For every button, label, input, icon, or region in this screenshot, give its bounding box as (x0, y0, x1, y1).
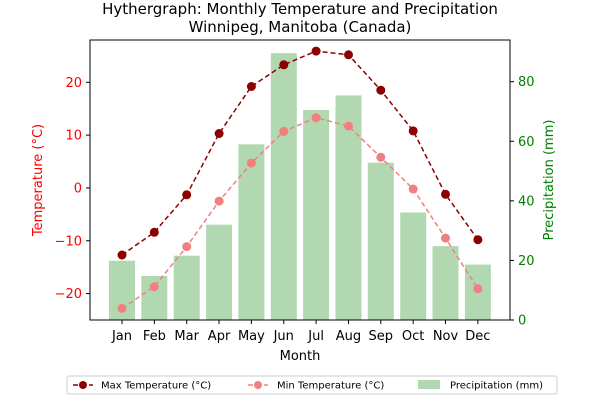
x-tick-label-oct: Oct (402, 329, 424, 344)
min-temp-point-jul (311, 113, 321, 123)
temperature-lines (117, 46, 483, 313)
max-temp-point-dec (473, 235, 483, 245)
x-tick-label-dec: Dec (465, 329, 490, 344)
right-tick-label: 0 (518, 314, 526, 329)
legend-min-temp-label: Min Temperature (°C) (277, 381, 384, 392)
min-temp-point-jun (279, 126, 289, 136)
x-tick-label-aug: Aug (336, 329, 361, 344)
x-tick-label-jan: Jan (111, 329, 132, 344)
min-temp-point-aug (344, 121, 353, 131)
x-tick-label-jul: Jul (307, 329, 324, 344)
max-temp-point-aug (344, 50, 353, 60)
max-temp-point-jun (279, 60, 289, 70)
right-tick-label: 80 (518, 75, 535, 90)
precipitation-bar-may (238, 144, 265, 320)
precipitation-bar-oct (400, 212, 427, 320)
x-tick-label-apr: Apr (208, 329, 231, 344)
precipitation-bar-sep (367, 162, 394, 320)
min-temp-point-may (246, 158, 256, 168)
right-tick-label: 20 (518, 254, 535, 269)
right-tick-label: 40 (518, 194, 535, 209)
max-temp-line (121, 50, 479, 256)
precipitation-bar-apr (206, 224, 233, 320)
chart-title: Hythergraph: Monthly Temperature and Pre… (102, 0, 498, 18)
x-axis-label: Month (280, 349, 321, 364)
max-temp-point-sep (376, 85, 386, 95)
x-tick-label-feb: Feb (143, 329, 166, 344)
x-tick-label-may: May (238, 329, 265, 344)
precipitation-bar-nov (432, 246, 459, 320)
x-tick-label-nov: Nov (433, 329, 459, 344)
left-tick-label: 20 (65, 76, 82, 91)
min-temp-point-feb (149, 282, 159, 292)
left-temperature-axis: −20 −10 0 10 20 (55, 76, 90, 302)
min-temp-point-oct (408, 184, 418, 194)
min-temp-point-apr (214, 196, 224, 206)
max-temp-point-feb (149, 227, 159, 237)
max-temp-point-may (246, 82, 256, 91)
max-temp-point-nov (441, 189, 450, 199)
precipitation-bar-jun (270, 53, 297, 320)
max-temp-point-mar (182, 190, 192, 200)
legend: Max Temperature (°C) Min Temperature (°C… (66, 375, 558, 395)
legend-item-precipitation: Precipitation (mm) (418, 380, 543, 392)
legend-item-max-temp: Max Temperature (°C) (73, 381, 211, 392)
precipitation-bar-jul (303, 110, 330, 320)
legend-max-temp-label: Max Temperature (°C) (101, 381, 211, 392)
right-tick-label: 60 (518, 135, 535, 150)
legend-precipitation-label: Precipitation (mm) (450, 381, 543, 392)
min-temp-point-sep (376, 152, 386, 162)
left-tick-label: −20 (55, 287, 82, 302)
min-temp-point-dec (473, 284, 483, 294)
left-tick-label: −10 (55, 234, 82, 249)
max-temp-point-jul (311, 46, 321, 56)
min-temp-point-jan (117, 303, 127, 313)
min-temp-point-nov (441, 233, 450, 243)
x-tick-label-sep: Sep (369, 329, 394, 344)
precipitation-bars (109, 53, 491, 321)
left-tick-label: 0 (74, 181, 82, 196)
left-axis-label: Temperature (°C) (31, 124, 46, 237)
right-axis-label: Precipitation (mm) (542, 120, 557, 241)
max-temp-point-jan (117, 250, 127, 260)
chart-subtitle: Winnipeg, Manitoba (Canada) (189, 18, 412, 36)
precipitation-bar-aug (335, 95, 362, 321)
legend-max-temp-marker (79, 381, 87, 389)
legend-precipitation-swatch (418, 380, 440, 389)
legend-min-temp-marker (254, 381, 262, 389)
x-tick-label-mar: Mar (174, 329, 199, 344)
min-temp-point-mar (182, 242, 192, 252)
right-precipitation-axis: 0 20 40 60 80 (510, 75, 535, 329)
max-temp-point-oct (408, 126, 418, 136)
min-temp-line (121, 116, 479, 310)
legend-item-min-temp: Min Temperature (°C) (248, 381, 384, 392)
max-temp-point-apr (214, 129, 224, 138)
x-tick-label-jun: Jun (273, 329, 294, 344)
month-axis: Jan Feb Mar Apr May Jun Jul Aug Sep Oct Nov Dec (111, 320, 490, 344)
plot-frame (89, 39, 511, 321)
precipitation-bar-mar (173, 255, 200, 320)
left-tick-label: 10 (65, 129, 82, 144)
